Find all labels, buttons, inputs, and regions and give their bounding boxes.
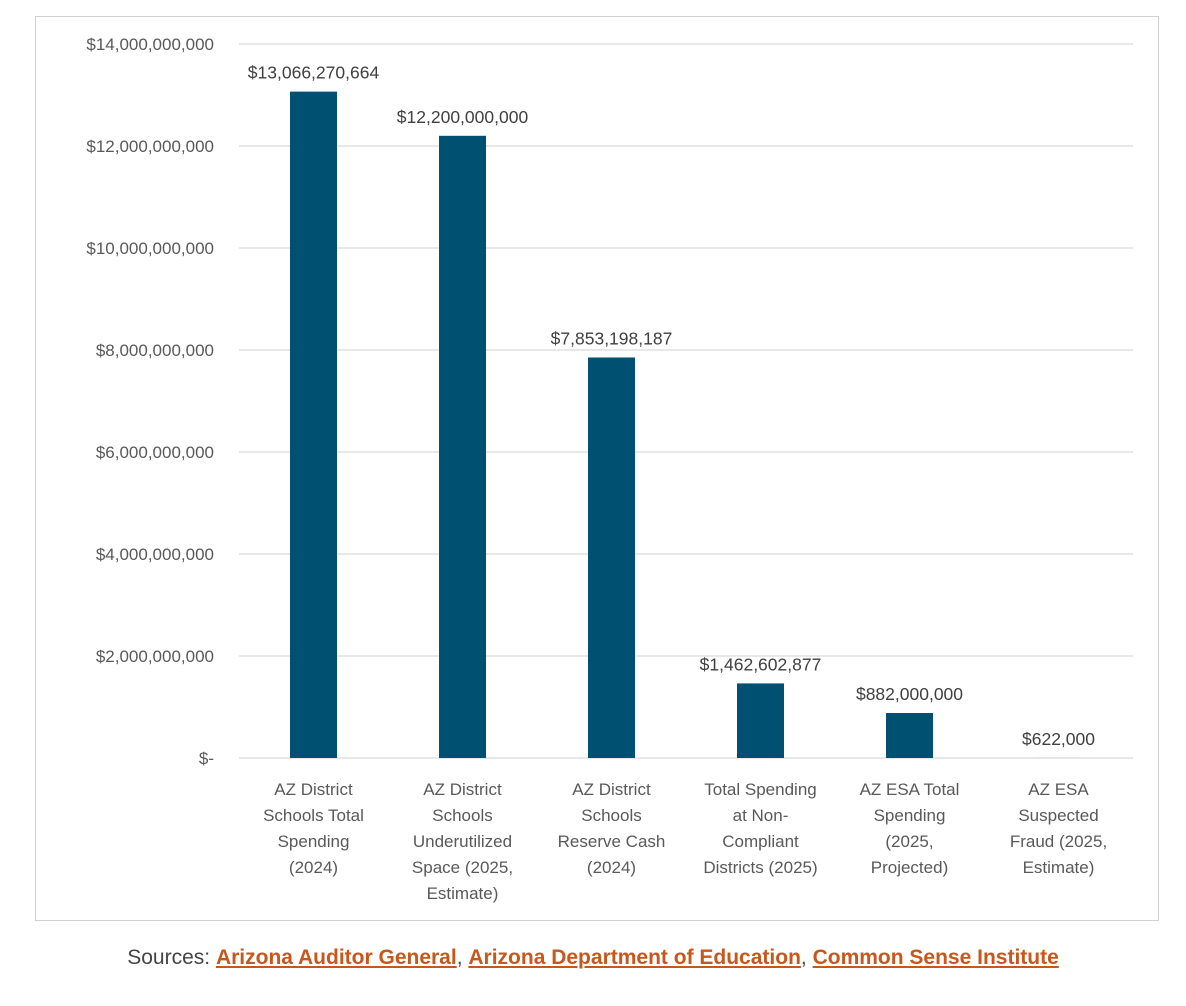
bar bbox=[588, 357, 635, 758]
source-link-common-sense-institute[interactable]: Common Sense Institute bbox=[812, 946, 1059, 969]
bar bbox=[439, 135, 486, 759]
y-tick-label: $8,000,000,000 bbox=[96, 341, 214, 360]
data-label: $13,066,270,664 bbox=[248, 63, 380, 83]
data-label: $622,000 bbox=[1022, 729, 1095, 749]
x-tick-label: AZ District Schools Total Spending (2024) bbox=[263, 780, 364, 877]
sources-caption: Sources: Arizona Auditor General, Arizon… bbox=[0, 946, 1186, 970]
bar-chart: $- $2,000,000,000 $4,000,000,000 $6,000,000… bbox=[86, 35, 1133, 903]
y-tick-label: $2,000,000,000 bbox=[96, 647, 214, 666]
chart-area: $- $2,000,000,000 $4,000,000,000 $6,000,000… bbox=[35, 16, 1159, 921]
x-tick-label: AZ ESA Total Spending (2025, Projected) bbox=[860, 780, 960, 877]
x-tick-label: AZ District Schools Reserve Cash (2024) bbox=[558, 780, 666, 877]
sources-separator: , bbox=[800, 946, 813, 969]
y-tick-label: $12,000,000,000 bbox=[86, 137, 214, 156]
x-tick-label: AZ District Schools Underutilized Space (20… bbox=[412, 780, 513, 903]
y-tick-label: $- bbox=[199, 749, 214, 768]
source-link-auditor-general[interactable]: Arizona Auditor General bbox=[215, 946, 457, 969]
y-tick-label: $6,000,000,000 bbox=[96, 443, 214, 462]
y-tick-label: $14,000,000,000 bbox=[86, 35, 214, 54]
data-label: $12,200,000,000 bbox=[397, 107, 529, 127]
data-label: $1,462,602,877 bbox=[700, 654, 822, 674]
data-label: $7,853,198,187 bbox=[551, 328, 673, 348]
sources-prefix: Sources: bbox=[127, 946, 216, 969]
y-tick-label: $10,000,000,000 bbox=[86, 239, 214, 258]
data-label: $882,000,000 bbox=[856, 684, 963, 704]
bar bbox=[886, 713, 933, 758]
bar bbox=[737, 683, 784, 758]
sources-separator: , bbox=[456, 946, 469, 969]
source-link-department-of-education[interactable]: Arizona Department of Education bbox=[468, 946, 801, 969]
x-tick-label: Total Spending at Non-Compliant Districts … bbox=[703, 780, 817, 877]
bar bbox=[290, 91, 337, 759]
x-tick-label: AZ ESA Suspected Fraud (2025, Estimate) bbox=[1010, 780, 1107, 877]
y-tick-label: $4,000,000,000 bbox=[96, 545, 214, 564]
